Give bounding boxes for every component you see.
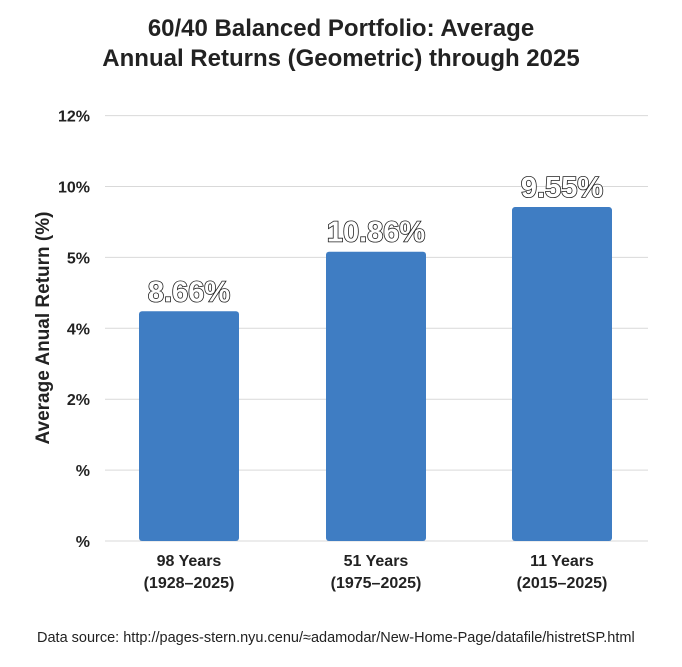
data-label: 10.86% <box>327 217 426 249</box>
y-axis-label: Average Anual Return (%) <box>33 212 54 445</box>
x-tick-label: (1975–2025) <box>331 575 422 592</box>
x-tick-label: (1928–2025) <box>144 575 235 592</box>
x-tick-label: 51 Years <box>344 553 409 570</box>
chart-title-line-1: 60/40 Balanced Portfolio: Average <box>147 15 535 42</box>
y-tick-label: 5% <box>67 250 90 267</box>
bar <box>139 311 239 541</box>
y-tick-label: % <box>76 534 90 551</box>
data-label: 9.55% <box>521 172 603 204</box>
chart-title-line-2: Annual Returns (Geometric) through 2025 <box>102 45 580 72</box>
y-tick-label: % <box>76 463 90 480</box>
x-tick-label: 11 Years <box>530 553 594 570</box>
x-tick-label: (2015–2025) <box>517 575 608 592</box>
y-tick-label: 12% <box>58 109 90 126</box>
bar <box>326 251 426 541</box>
y-tick-label: 4% <box>67 321 90 338</box>
chart-title: 60/40 Balanced Portfolio: Average Annual… <box>0 14 682 74</box>
x-tick-label: 98 Years <box>157 553 222 570</box>
data-source-note: Data source: http://pages-stern.nyu.cenu… <box>37 630 635 646</box>
y-tick-label: 2% <box>67 392 90 409</box>
y-tick-label: 10% <box>58 180 90 197</box>
data-label: 8.66% <box>148 276 230 308</box>
bar <box>512 207 612 541</box>
